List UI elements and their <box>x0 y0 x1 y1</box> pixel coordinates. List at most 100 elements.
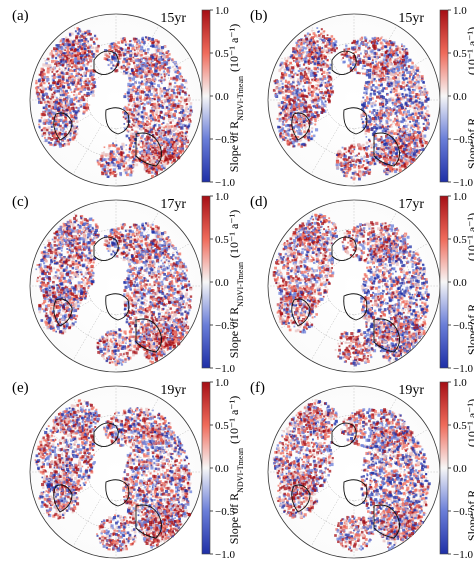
slope-pixel <box>131 160 135 164</box>
slope-pixel <box>93 78 96 80</box>
slope-pixel <box>140 74 143 77</box>
slope-pixel <box>51 81 55 85</box>
slope-pixel <box>102 158 106 162</box>
slope-pixel <box>88 45 92 49</box>
slope-pixel <box>86 83 90 87</box>
slope-pixel <box>316 70 319 73</box>
slope-pixel <box>145 150 148 153</box>
slope-pixel <box>135 117 139 121</box>
slope-pixel <box>333 48 337 52</box>
slope-pixel <box>78 39 81 42</box>
slope-pixel <box>63 101 66 104</box>
slope-pixel <box>128 148 132 151</box>
slope-pixel <box>310 46 313 48</box>
slope-pixel <box>144 36 147 39</box>
slope-pixel <box>402 81 406 85</box>
slope-pixel <box>71 43 75 47</box>
slope-pixel <box>120 65 124 69</box>
slope-pixel <box>52 75 56 79</box>
slope-pixel <box>112 55 115 59</box>
slope-pixel <box>81 44 85 49</box>
slope-pixel <box>134 118 137 122</box>
slope-pixel <box>302 120 306 124</box>
slope-pixel <box>373 124 376 127</box>
slope-pixel <box>120 151 124 155</box>
slope-pixel <box>291 137 294 140</box>
slope-pixel <box>76 61 80 65</box>
slope-pixel <box>324 58 327 61</box>
slope-pixel <box>167 161 170 164</box>
slope-pixel <box>59 52 62 55</box>
slope-pixel <box>292 80 295 84</box>
slope-pixel <box>149 103 153 106</box>
slope-pixel <box>307 129 311 133</box>
slope-pixel <box>114 145 117 148</box>
slope-pixel <box>87 32 91 36</box>
slope-pixel <box>133 102 137 106</box>
slope-pixel <box>74 56 78 60</box>
slope-pixel <box>293 51 296 54</box>
slope-pixel <box>127 71 130 73</box>
slope-pixel <box>71 54 75 58</box>
slope-pixel <box>395 118 399 123</box>
slope-pixel <box>293 138 296 141</box>
slope-pixel <box>314 53 317 56</box>
slope-pixel <box>149 80 153 84</box>
slope-pixel <box>330 89 333 91</box>
slope-pixel <box>136 105 140 108</box>
slope-pixel <box>74 30 77 33</box>
slope-pixel <box>125 134 129 138</box>
slope-pixel <box>117 41 120 44</box>
slope-pixel <box>150 130 154 134</box>
slope-pixel <box>325 37 329 40</box>
slope-pixel <box>182 138 184 140</box>
slope-pixel <box>38 98 40 100</box>
slope-pixel <box>99 158 103 161</box>
slope-pixel <box>126 91 130 95</box>
slope-pixel <box>156 55 160 59</box>
slope-pixel <box>51 95 54 99</box>
slope-pixel <box>61 113 65 117</box>
slope-pixel <box>420 77 424 81</box>
slope-pixel <box>365 87 369 91</box>
slope-pixel <box>369 92 372 95</box>
slope-pixel <box>284 105 288 108</box>
slope-pixel <box>424 99 428 103</box>
slope-pixel <box>154 118 157 122</box>
slope-pixel <box>81 75 84 78</box>
slope-pixel <box>73 76 76 79</box>
slope-pixel <box>87 81 91 85</box>
slope-pixel <box>180 76 183 79</box>
slope-pixel <box>189 102 193 105</box>
slope-pixel <box>84 31 87 34</box>
slope-pixel <box>81 52 84 55</box>
slope-pixel <box>130 116 133 119</box>
slope-pixel <box>154 57 157 61</box>
slope-pixel <box>158 129 161 132</box>
slope-pixel <box>372 109 376 113</box>
slope-pixel <box>308 111 311 113</box>
slope-pixel <box>165 156 168 158</box>
slope-pixel <box>78 92 81 95</box>
slope-pixel <box>298 139 302 143</box>
slope-pixel <box>156 95 160 99</box>
slope-pixel <box>177 152 180 155</box>
slope-pixel <box>279 111 282 114</box>
slope-pixel <box>138 41 142 45</box>
slope-pixel <box>117 50 120 53</box>
slope-pixel <box>124 48 128 52</box>
slope-pixel <box>149 152 153 155</box>
slope-pixel <box>135 159 139 162</box>
slope-pixel <box>112 163 116 167</box>
slope-pixel <box>135 109 138 112</box>
slope-pixel <box>171 59 173 62</box>
slope-pixel <box>54 83 58 86</box>
slope-pixel <box>67 92 70 94</box>
slope-pixel <box>70 99 74 102</box>
slope-pixel <box>314 34 317 37</box>
slope-pixel <box>38 94 42 98</box>
slope-pixel <box>158 68 162 72</box>
slope-pixel <box>327 51 331 55</box>
slope-pixel <box>123 123 126 125</box>
slope-pixel <box>156 137 159 140</box>
